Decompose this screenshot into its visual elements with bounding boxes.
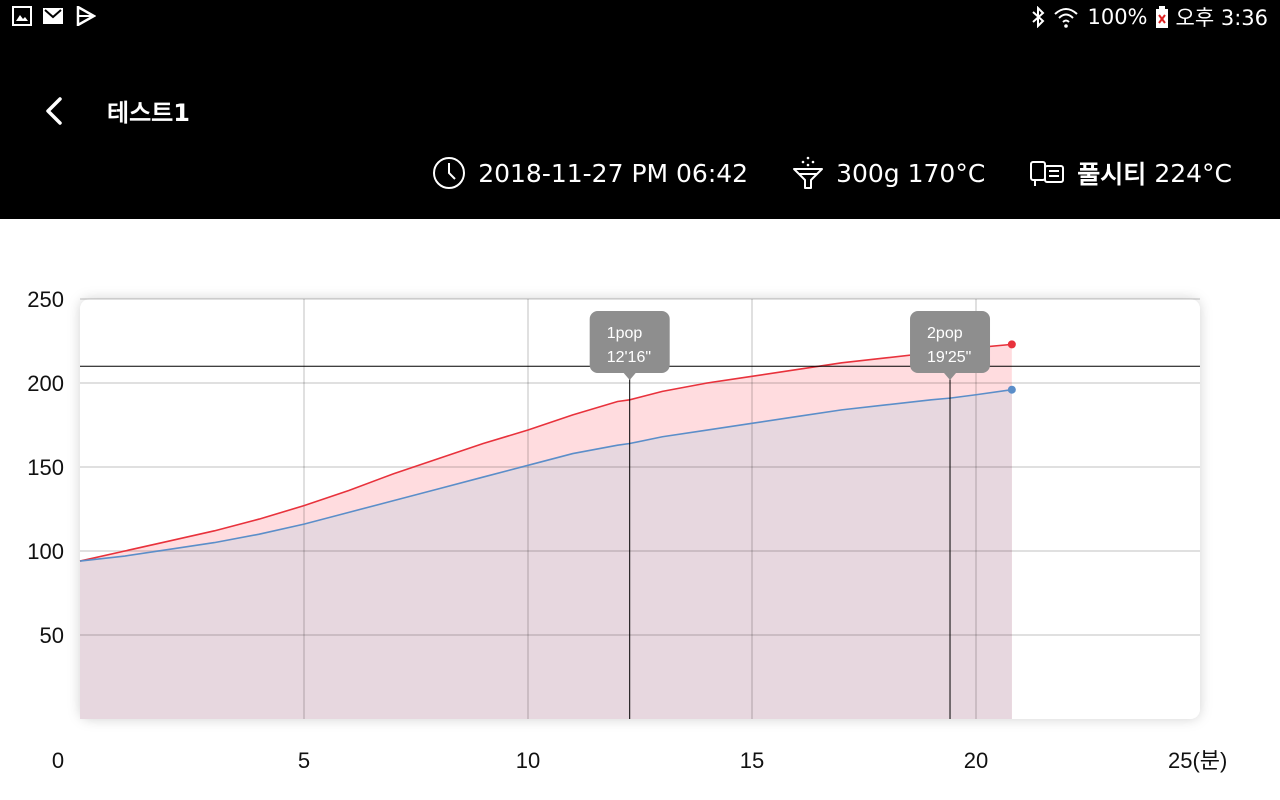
gmail-icon <box>43 8 63 24</box>
battery-percent: 100% <box>1087 4 1148 29</box>
y-tick-label: 150 <box>27 455 64 480</box>
funnel-icon <box>793 156 824 189</box>
battery-icon <box>1155 5 1168 28</box>
marker-time: 12'16" <box>607 349 651 366</box>
bean-weight-temp: 300g 170°C <box>792 155 985 191</box>
roast-level-temp: 224°C <box>1154 158 1232 188</box>
chevron-left-icon <box>46 97 62 125</box>
marker-label-0: 1pop 12'16" <box>589 311 670 380</box>
marker-name: 2pop <box>927 325 963 342</box>
marker-label-box <box>910 311 991 373</box>
marker-label-1: 2pop 19'25" <box>910 311 991 380</box>
x-tick-label: 5 <box>298 748 310 773</box>
x-tick-label: 10 <box>516 748 540 773</box>
x-tick-label: 20 <box>964 748 988 773</box>
marker-name: 1pop <box>607 325 643 342</box>
play-store-icon <box>76 6 96 26</box>
status-bar: 100% 오후 3:36 <box>0 0 1280 33</box>
x-tick-label: 15 <box>740 748 764 773</box>
y-tick-label: 250 <box>27 287 64 312</box>
roast-datetime: 2018-11-27 PM 06:42 <box>432 156 748 190</box>
roast-level: 풀시티 224°C <box>1029 155 1232 191</box>
app-header: 테스트1 2018-11-27 PM 06:42 300g 170°C <box>0 33 1280 219</box>
marker-label-pointer <box>944 373 957 380</box>
page-title: 테스트1 <box>107 99 190 127</box>
y-tick-label: 200 <box>27 371 64 396</box>
bluetooth-icon <box>1032 5 1045 28</box>
marker-label-pointer <box>623 373 636 380</box>
series-line-1 <box>79 388 1012 562</box>
x-tick-label: 25(분) <box>1168 748 1227 773</box>
chart-svg: 1pop 12'16" 2pop 19'25" 50 100 150 200 250 0 5 10 15… <box>27 287 1227 773</box>
clock-time: 오후 3:36 <box>1175 5 1268 30</box>
roaster-icon <box>1030 161 1065 186</box>
weight-temp-text: 300g 170°C <box>836 158 986 188</box>
roast-profile-chart: 1pop 12'16" 2pop 19'25" 50 100 150 200 250 0 5 10 15… <box>0 219 1280 800</box>
marker-time: 19'25" <box>927 349 971 366</box>
series-line-0 <box>79 343 1012 562</box>
y-tick-label: 50 <box>40 623 64 648</box>
roast-level-name: 풀시티 <box>1077 160 1147 189</box>
datetime-text: 2018-11-27 PM 06:42 <box>478 158 749 188</box>
series-endpoint-1 <box>1007 385 1016 394</box>
marker-label-box <box>589 311 670 373</box>
wifi-icon <box>1054 7 1079 28</box>
back-button[interactable] <box>36 91 76 131</box>
series-area-1 <box>80 389 1012 719</box>
y-tick-label: 100 <box>27 539 64 564</box>
roast-info-row: 2018-11-27 PM 06:42 300g 170°C 풀시티 <box>432 155 1232 191</box>
series-endpoint-0 <box>1007 340 1016 349</box>
clock-icon <box>433 157 466 189</box>
x-tick-label: 0 <box>52 748 64 773</box>
gallery-icon <box>12 6 32 26</box>
